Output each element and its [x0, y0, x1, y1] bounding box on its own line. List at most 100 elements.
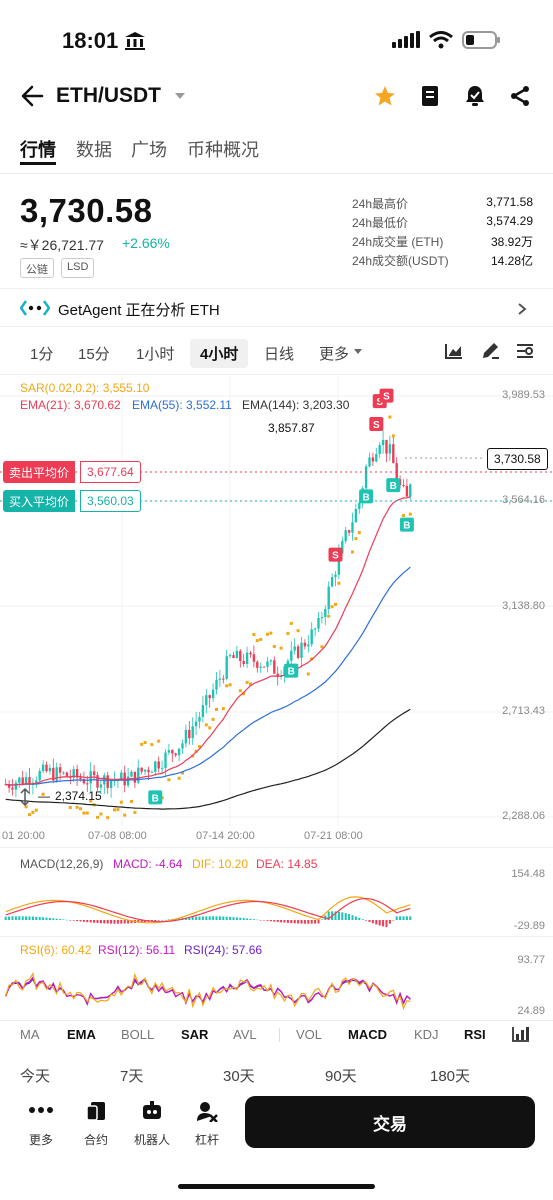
getagent-status[interactable]: GetAgent 正在分析 ETH — [58, 302, 220, 319]
caret-down-icon[interactable] — [353, 348, 363, 356]
candle-body — [409, 484, 412, 497]
tag-lsd[interactable]: LSD — [61, 258, 95, 278]
nav-more[interactable]: 更多 — [28, 1133, 53, 1147]
macd-bar — [198, 916, 201, 920]
macd-bar — [178, 918, 181, 920]
draw-tool-icon[interactable] — [480, 341, 500, 361]
rsi-chart[interactable] — [0, 958, 553, 1018]
macd-bar — [402, 916, 405, 920]
macd-bar — [409, 916, 412, 920]
tab-coin-overview[interactable]: 币种概况 — [187, 140, 259, 160]
macd-bar — [28, 916, 31, 920]
candle-body — [402, 485, 405, 487]
candle-body — [55, 767, 58, 781]
range-30d[interactable]: 30天 — [223, 1068, 255, 1085]
candle-body — [239, 650, 242, 662]
indicator-ma[interactable]: MA — [20, 1027, 40, 1042]
sar-dot — [221, 707, 225, 711]
chevron-right-icon[interactable] — [516, 302, 528, 316]
macd-chart[interactable] — [0, 870, 553, 934]
indicator-kdj[interactable]: KDJ — [414, 1027, 439, 1042]
sar-dot — [85, 811, 89, 815]
macd-bar — [11, 916, 14, 920]
last-price-tag: 3,730.58 — [487, 448, 548, 470]
candle-body — [252, 654, 256, 662]
range-90d[interactable]: 90天 — [325, 1068, 357, 1085]
macd-bar — [337, 911, 340, 920]
sar-dot — [75, 805, 79, 809]
nav-leverage[interactable]: 杠杆 — [194, 1133, 219, 1147]
range-7d[interactable]: 7天 — [120, 1068, 144, 1085]
buy-marker[interactable]: B — [386, 478, 401, 493]
indicator-avl[interactable]: AVL — [233, 1027, 257, 1042]
indicator-sar[interactable]: SAR — [181, 1027, 209, 1042]
macd-bar — [215, 916, 218, 920]
sell-marker[interactable]: S — [369, 416, 384, 431]
divider — [0, 288, 553, 289]
resize-handle-icon[interactable] — [18, 787, 32, 807]
tab-market[interactable]: 行情 — [20, 140, 56, 160]
indicator-ema[interactable]: EMA — [67, 1027, 96, 1042]
indicator-rsi[interactable]: RSI — [464, 1027, 486, 1042]
tab-data[interactable]: 数据 — [76, 140, 112, 160]
timeframe-more[interactable]: 更多 — [319, 346, 350, 363]
pair-title[interactable]: ETH/USDT — [56, 84, 161, 107]
candle-body — [14, 782, 18, 790]
timeframe-4h[interactable]: 4小时 — [190, 339, 249, 368]
sar-dot — [96, 815, 99, 819]
timeframe-1d[interactable]: 日线 — [264, 346, 295, 363]
svg-text:S: S — [373, 420, 380, 431]
active-tab-indicator — [20, 162, 56, 165]
y-tick: 2,288.06 — [502, 810, 545, 822]
candle-body — [82, 779, 86, 784]
candle-body — [72, 769, 75, 778]
leverage-icon[interactable] — [195, 1100, 221, 1122]
alert-bell-icon[interactable] — [463, 84, 487, 108]
candle-body — [364, 466, 368, 489]
timeframe-1h[interactable]: 1小时 — [136, 346, 175, 363]
contract-icon[interactable] — [85, 1100, 107, 1122]
stat-low-label: 24h最低价 — [352, 216, 409, 230]
macd-bar — [113, 920, 116, 924]
back-arrow-icon[interactable] — [20, 84, 46, 108]
timeframe-15m[interactable]: 15分 — [78, 346, 110, 363]
indicator-chart-icon[interactable] — [511, 1025, 531, 1043]
nav-contract[interactable]: 合约 — [83, 1133, 108, 1147]
indicator-vol[interactable]: VOL — [296, 1027, 323, 1042]
range-today[interactable]: 今天 — [20, 1068, 51, 1085]
chart-type-icon[interactable] — [444, 342, 464, 360]
sell-marker[interactable]: S — [328, 547, 343, 562]
range-180d[interactable]: 180天 — [430, 1068, 471, 1085]
sar-dot — [167, 778, 171, 782]
tab-square[interactable]: 广场 — [131, 140, 167, 160]
macd-bar — [375, 920, 378, 925]
sar-dot — [198, 745, 201, 749]
macd-bar — [283, 920, 286, 923]
robot-icon[interactable] — [140, 1100, 164, 1122]
share-icon[interactable] — [508, 84, 532, 108]
star-icon[interactable] — [373, 84, 397, 108]
indicator-boll[interactable]: BOLL — [121, 1027, 155, 1042]
buy-marker[interactable]: B — [399, 517, 414, 532]
indicator-macd[interactable]: MACD — [348, 1027, 387, 1042]
more-dots-icon[interactable] — [28, 1105, 54, 1115]
tag-public-chain[interactable]: 公链 — [20, 258, 54, 278]
macd-bar — [191, 917, 194, 920]
notebook-icon[interactable] — [419, 84, 441, 108]
indicator-settings-icon[interactable] — [515, 342, 535, 360]
buy-marker[interactable]: B — [359, 489, 374, 504]
macd-bar — [348, 914, 351, 920]
rsi6-line — [5, 972, 411, 1010]
sell-marker[interactable]: S — [379, 388, 394, 403]
candle-body — [28, 777, 31, 785]
sar-dot — [296, 629, 300, 633]
caret-down-icon[interactable] — [174, 91, 186, 101]
nav-robot[interactable]: 机器人 — [133, 1133, 170, 1147]
x-tick: 01 20:00 — [2, 830, 45, 842]
timeframe-1m[interactable]: 1分 — [30, 346, 54, 363]
candle-body — [154, 761, 157, 772]
buy-marker[interactable]: B — [148, 790, 163, 805]
buy-marker[interactable]: B — [284, 663, 299, 678]
trade-button[interactable]: 交易 — [245, 1096, 535, 1148]
